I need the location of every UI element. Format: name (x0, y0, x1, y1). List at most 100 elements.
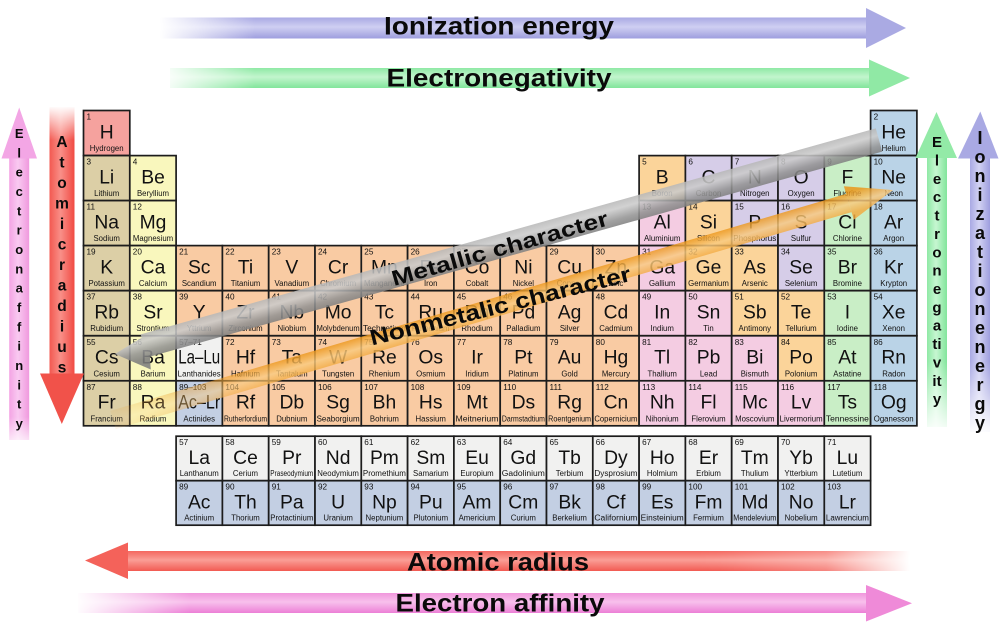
svg-text:108: 108 (411, 383, 425, 392)
svg-text:Cl: Cl (838, 213, 856, 234)
svg-text:Sm: Sm (416, 448, 445, 469)
svg-text:Pu: Pu (419, 492, 443, 513)
svg-text:3: 3 (87, 158, 92, 167)
svg-text:Californium: Californium (594, 514, 637, 523)
svg-text:24: 24 (318, 248, 328, 257)
svg-text:Magnesium: Magnesium (133, 234, 173, 243)
svg-text:48: 48 (596, 293, 606, 302)
svg-text:63: 63 (457, 438, 467, 447)
svg-text:Pr: Pr (282, 448, 302, 469)
svg-text:Dubnium: Dubnium (276, 414, 307, 423)
svg-text:115: 115 (735, 383, 748, 392)
svg-text:Es: Es (651, 492, 674, 513)
svg-text:Francium: Francium (90, 414, 123, 423)
svg-text:Polonium: Polonium (785, 369, 818, 378)
svg-text:f: f (17, 319, 22, 334)
svg-text:n: n (15, 261, 23, 276)
svg-text:t: t (59, 154, 64, 171)
svg-text:Pb: Pb (697, 348, 721, 369)
svg-text:Ag: Ag (558, 303, 582, 324)
svg-text:80: 80 (596, 338, 606, 347)
svg-text:Aluminium: Aluminium (644, 234, 680, 243)
svg-text:87: 87 (87, 383, 97, 392)
svg-text:85: 85 (827, 338, 837, 347)
svg-text:93: 93 (364, 483, 374, 492)
svg-text:78: 78 (503, 338, 513, 347)
svg-text:Astatine: Astatine (833, 369, 861, 378)
svg-text:Osmium: Osmium (416, 369, 445, 378)
svg-text:y: y (16, 416, 24, 431)
svg-text:Atomic radius: Atomic radius (407, 549, 589, 577)
svg-text:H: H (100, 122, 114, 143)
svg-text:4: 4 (133, 158, 138, 167)
svg-text:99: 99 (642, 483, 652, 492)
svg-text:o: o (57, 175, 66, 192)
svg-text:51: 51 (735, 293, 745, 302)
svg-text:Bh: Bh (373, 393, 397, 414)
svg-text:t: t (935, 208, 940, 225)
svg-text:a: a (16, 281, 24, 296)
svg-text:55: 55 (87, 338, 97, 347)
svg-text:Cn: Cn (604, 393, 629, 414)
svg-text:Erbium: Erbium (696, 469, 721, 478)
svg-text:i: i (60, 216, 64, 233)
svg-text:Seaborgium: Seaborgium (317, 414, 360, 423)
svg-text:Ir: Ir (471, 348, 483, 369)
svg-text:U: U (331, 492, 345, 513)
svg-text:30: 30 (596, 248, 606, 257)
svg-text:Hg: Hg (604, 348, 629, 369)
svg-text:Germanium: Germanium (688, 279, 729, 288)
svg-text:Curium: Curium (511, 514, 536, 523)
svg-text:Mercury: Mercury (602, 369, 630, 378)
svg-text:Bromine: Bromine (833, 279, 862, 288)
svg-text:i: i (17, 377, 21, 392)
svg-text:Helium: Helium (882, 144, 906, 153)
svg-text:In: In (654, 303, 670, 324)
svg-text:44: 44 (411, 293, 421, 302)
svg-text:Ge: Ge (696, 258, 722, 279)
svg-text:Dy: Dy (604, 448, 628, 469)
svg-text:Fr: Fr (98, 393, 117, 414)
svg-text:Eu: Eu (465, 448, 489, 469)
svg-text:Ar: Ar (884, 213, 904, 234)
svg-text:Sodium: Sodium (93, 234, 119, 243)
svg-text:Li: Li (99, 168, 114, 189)
svg-text:Ytterbium: Ytterbium (784, 469, 817, 478)
svg-text:Actinium: Actinium (184, 514, 214, 523)
svg-text:Flerovium: Flerovium (691, 414, 725, 423)
svg-text:Antimony: Antimony (739, 324, 772, 333)
svg-text:35: 35 (827, 248, 837, 257)
svg-text:Cesium: Cesium (93, 369, 119, 378)
svg-text:59: 59 (272, 438, 282, 447)
svg-text:39: 39 (179, 293, 189, 302)
svg-text:Th: Th (234, 492, 257, 513)
svg-text:Ti: Ti (238, 258, 253, 279)
svg-text:Ho: Ho (650, 448, 675, 469)
svg-text:116: 116 (781, 383, 794, 392)
svg-text:Dysprosium: Dysprosium (594, 469, 637, 478)
svg-text:As: As (744, 258, 767, 279)
svg-text:Se: Se (789, 258, 813, 279)
svg-text:Hassium: Hassium (416, 414, 446, 423)
svg-text:Thallium: Thallium (647, 369, 676, 378)
svg-text:Copernicium: Copernicium (594, 414, 637, 423)
svg-text:Chlorine: Chlorine (833, 234, 862, 243)
svg-text:83: 83 (735, 338, 745, 347)
svg-text:Gadolinium: Gadolinium (502, 469, 545, 478)
svg-text:18: 18 (874, 203, 884, 212)
svg-text:26: 26 (411, 248, 421, 257)
svg-text:94: 94 (411, 483, 421, 492)
svg-text:Lithium: Lithium (94, 189, 119, 198)
svg-text:Mt: Mt (466, 393, 488, 414)
svg-text:54: 54 (874, 293, 884, 302)
svg-text:91: 91 (272, 483, 282, 492)
svg-text:50: 50 (688, 293, 698, 302)
svg-text:Er: Er (699, 448, 719, 469)
svg-text:s: s (58, 359, 67, 376)
svg-text:Og: Og (881, 393, 907, 414)
svg-text:Os: Os (418, 348, 443, 369)
svg-text:7: 7 (735, 158, 740, 167)
svg-text:79: 79 (550, 338, 560, 347)
svg-text:Krypton: Krypton (880, 279, 907, 288)
svg-text:102: 102 (781, 483, 795, 492)
